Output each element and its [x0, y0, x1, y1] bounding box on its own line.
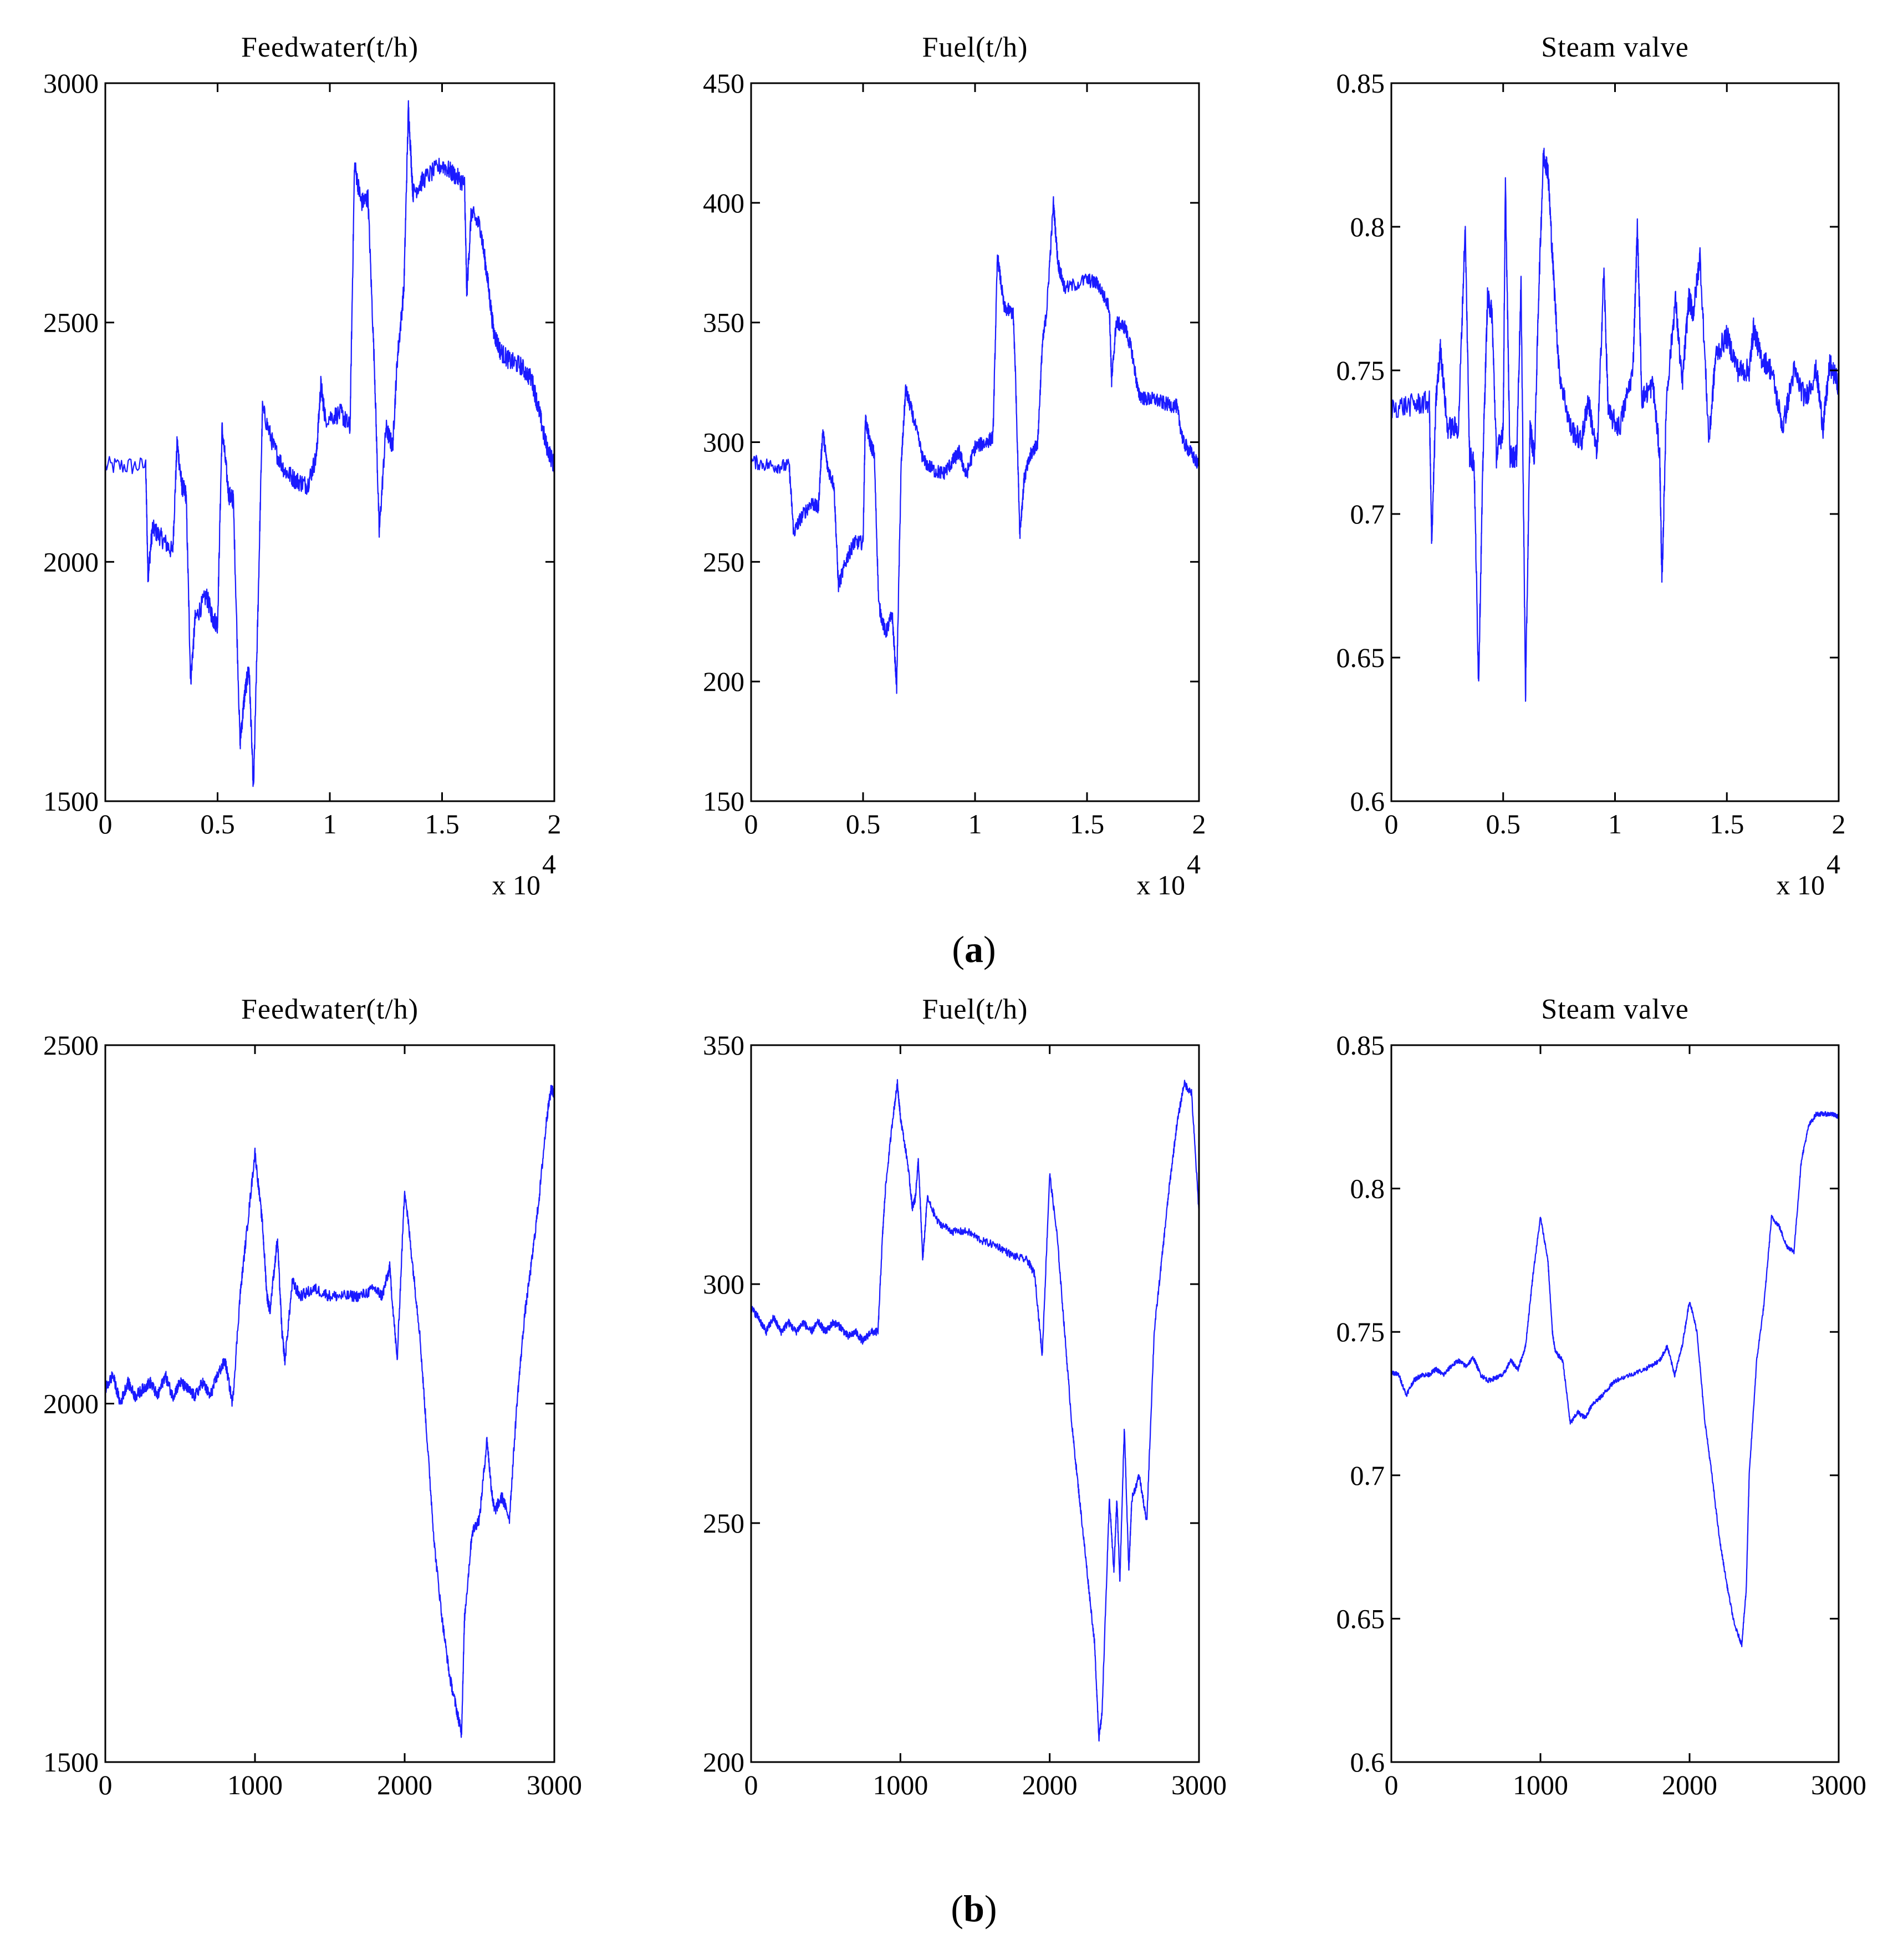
- x-tick-label: 0: [744, 1769, 758, 1800]
- y-tick-label: 1500: [43, 1747, 99, 1778]
- x-tick-label: 0: [1385, 1769, 1399, 1800]
- axes-box: [1390, 82, 1840, 802]
- y-tick-label: 350: [703, 1030, 744, 1061]
- panel-label-close: ): [983, 928, 996, 970]
- x-multiplier: x 10: [1777, 869, 1825, 900]
- chart-panel: Feedwater(t/h) 0 0.5 1 1.5 2 1500 2000 2500 3000 x…: [43, 32, 562, 900]
- x-tick-label: 3000: [1171, 1769, 1227, 1800]
- y-tick-label: 0.75: [1336, 1316, 1385, 1347]
- y-tick-label: 0.7: [1350, 1460, 1385, 1491]
- y-tick-label: 0.85: [1336, 1030, 1385, 1061]
- chart-title: Fuel(t/h): [922, 994, 1028, 1025]
- y-tick-label: 300: [703, 1269, 744, 1300]
- chart-title: Steam valve: [1541, 32, 1689, 63]
- y-tick-label: 2500: [43, 307, 99, 338]
- x-tick-label: 1: [323, 808, 337, 839]
- chart-panel: Steam valve 0 1000 2000 3000 0.6 0.65 0.7 0.75 0.…: [1336, 994, 1867, 1800]
- y-tick-label: 300: [703, 427, 744, 458]
- x-tick-label: 1.5: [1710, 808, 1744, 839]
- series-line: [750, 1079, 1200, 1742]
- x-multiplier-exponent: 4: [1187, 848, 1201, 879]
- panel-label: (b): [951, 1887, 997, 1930]
- panel-label-open: (: [952, 928, 965, 970]
- x-tick-label: 0.5: [200, 808, 235, 839]
- chart-panel: Fuel(t/h) 0 1000 2000 3000 200 250 300 350: [703, 994, 1227, 1800]
- axes-box: [104, 82, 555, 802]
- y-tick-label: 2000: [43, 546, 99, 577]
- x-tick-label: 3000: [527, 1769, 582, 1800]
- series-line: [104, 1085, 555, 1738]
- x-tick-label: 1.5: [1070, 808, 1105, 839]
- x-multiplier: x 10: [1137, 869, 1186, 900]
- y-tick-label: 2500: [43, 1030, 99, 1061]
- y-tick-label: 200: [703, 666, 744, 697]
- y-tick-label: 350: [703, 307, 744, 338]
- x-multiplier-exponent: 4: [542, 848, 556, 879]
- x-tick-label: 1.5: [425, 808, 460, 839]
- panel-label: (a): [952, 928, 996, 970]
- x-tick-label: 0.5: [1486, 808, 1521, 839]
- x-tick-label: 1: [968, 808, 982, 839]
- chart-title: Fuel(t/h): [922, 32, 1028, 63]
- x-tick-label: 2000: [377, 1769, 432, 1800]
- x-multiplier: x 10: [492, 869, 541, 900]
- x-tick-label: 0: [99, 808, 113, 839]
- y-tick-label: 450: [703, 68, 744, 99]
- x-tick-label: 2000: [1662, 1769, 1717, 1800]
- y-tick-label: 0.6: [1350, 786, 1385, 817]
- x-tick-label: 2: [1192, 808, 1206, 839]
- x-tick-label: 3000: [1811, 1769, 1866, 1800]
- x-tick-label: 0: [1385, 808, 1399, 839]
- series-line: [1390, 147, 1840, 702]
- x-tick-label: 0: [99, 1769, 113, 1800]
- x-tick-label: 1000: [872, 1769, 928, 1800]
- chart-panel: Steam valve 0 0.5 1 1.5 2 0.6 0.65 0.7 0.75 0.8 0.8…: [1336, 32, 1846, 900]
- y-tick-label: 250: [703, 1508, 744, 1539]
- x-tick-label: 0.5: [846, 808, 881, 839]
- y-tick-label: 0.65: [1336, 642, 1385, 673]
- y-tick-label: 0.75: [1336, 355, 1385, 386]
- chart-title: Feedwater(t/h): [241, 994, 419, 1025]
- y-tick-label: 0.65: [1336, 1603, 1385, 1634]
- y-tick-label: 200: [703, 1747, 744, 1778]
- axes-box: [104, 1044, 555, 1763]
- series-line: [750, 196, 1200, 694]
- x-tick-label: 1000: [227, 1769, 283, 1800]
- series-line: [1390, 1111, 1840, 1647]
- y-tick-label: 400: [703, 187, 744, 218]
- chart-title: Feedwater(t/h): [241, 32, 419, 63]
- x-multiplier-exponent: 4: [1826, 848, 1840, 879]
- x-tick-label: 0: [744, 808, 758, 839]
- y-tick-label: 0.7: [1350, 498, 1385, 530]
- y-tick-label: 3000: [43, 68, 99, 99]
- x-tick-label: 1: [1608, 808, 1622, 839]
- x-tick-label: 2: [1832, 808, 1846, 839]
- panel-label-letter: b: [963, 1887, 984, 1930]
- x-tick-label: 2000: [1022, 1769, 1078, 1800]
- chart-panel: Fuel(t/h) 0 0.5 1 1.5 2 150 200 250 300 350 400 450 x…: [703, 32, 1206, 900]
- panel-label-open: (: [951, 1887, 963, 1930]
- y-tick-label: 0.6: [1350, 1747, 1385, 1778]
- axes-box: [750, 1044, 1200, 1763]
- panel-label-close: ): [984, 1887, 997, 1930]
- chart-panel: Feedwater(t/h) 0 1000 2000 3000 1500 2000 2500: [43, 994, 582, 1800]
- axes-box: [1390, 1044, 1840, 1763]
- y-tick-label: 0.8: [1350, 1173, 1385, 1204]
- x-tick-label: 2: [548, 808, 562, 839]
- x-tick-label: 1000: [1513, 1769, 1568, 1800]
- y-tick-label: 0.8: [1350, 211, 1385, 242]
- panel-label-letter: a: [965, 928, 983, 970]
- y-tick-label: 0.85: [1336, 68, 1385, 99]
- y-tick-label: 150: [703, 786, 744, 817]
- y-tick-label: 250: [703, 546, 744, 577]
- y-tick-label: 2000: [43, 1388, 99, 1419]
- series-line: [104, 100, 555, 787]
- y-tick-label: 1500: [43, 786, 99, 817]
- chart-title: Steam valve: [1541, 994, 1689, 1025]
